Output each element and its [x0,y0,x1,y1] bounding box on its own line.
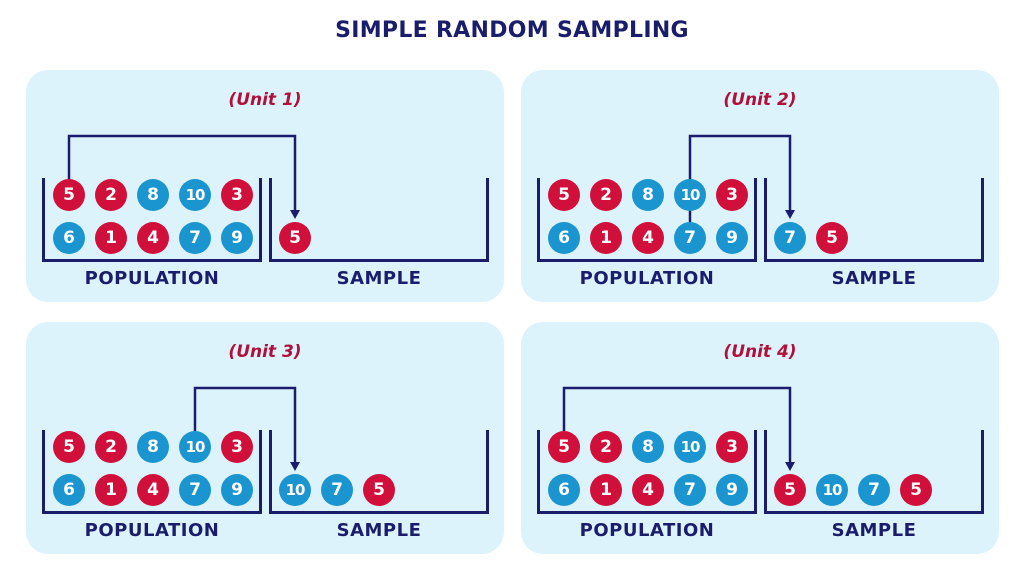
sample-container [269,430,489,514]
population-caption: POPULATION [84,520,220,541]
population-ball: 2 [590,179,622,211]
arrow-head [785,210,795,219]
population-caption: POPULATION [579,268,715,289]
sample-ball: 7 [321,474,353,506]
selection-arrow [193,386,300,471]
population-ball: 2 [590,431,622,463]
population-ball: 5 [53,179,85,211]
unit-label: (Unit 2) [723,90,797,110]
population-container [537,178,757,262]
sample-ball: 5 [363,474,395,506]
sample-ball: 5 [900,474,932,506]
population-ball: 3 [221,179,253,211]
population-ball: 3 [716,431,748,463]
arrow-head [785,462,795,471]
population-ball: 4 [632,474,664,506]
population-ball: 7 [179,222,211,254]
selection-arrow [562,386,795,471]
population-ball: 9 [221,474,253,506]
sample-ball: 7 [858,474,890,506]
population-ball: 7 [179,474,211,506]
population-ball: 3 [716,179,748,211]
selection-arrow [67,134,300,219]
population-ball: 8 [632,431,664,463]
population-ball: 1 [590,474,622,506]
population-ball: 2 [95,179,127,211]
population-ball: 8 [632,179,664,211]
population-ball: 5 [53,431,85,463]
population-ball: 4 [137,222,169,254]
population-ball: 9 [221,222,253,254]
sample-ball: 10 [816,474,848,506]
population-ball: 6 [53,474,85,506]
population-caption: POPULATION [84,268,220,289]
population-ball: 7 [674,222,706,254]
population-ball: 1 [95,474,127,506]
population-ball: 10 [674,431,706,463]
sample-caption: SAMPLE [336,268,422,289]
arrow-head [290,462,300,471]
population-ball: 8 [137,431,169,463]
population-ball: 1 [590,222,622,254]
page-title: SIMPLE RANDOM SAMPLING [335,18,689,43]
population-ball: 6 [53,222,85,254]
population-ball: 6 [548,222,580,254]
sample-ball: 5 [774,474,806,506]
population-ball: 4 [632,222,664,254]
population-ball: 4 [137,474,169,506]
arrow-line [562,386,792,464]
population-ball: 7 [674,474,706,506]
population-ball: 1 [95,222,127,254]
population-ball: 5 [548,431,580,463]
sample-ball: 5 [816,222,848,254]
population-ball: 10 [179,431,211,463]
unit-panel-2: (Unit 2) POPULATION SAMPLE 5 2 8 10 3 6 1 4 7 9 7 5 [521,70,999,302]
population-ball: 8 [137,179,169,211]
sample-caption: SAMPLE [336,520,422,541]
population-ball: 10 [674,179,706,211]
population-container [537,430,757,514]
population-ball: 2 [95,431,127,463]
population-ball: 5 [548,179,580,211]
arrow-head [290,210,300,219]
sample-container [764,430,984,514]
arrow-line [193,386,297,464]
sample-caption: SAMPLE [831,520,917,541]
population-ball: 9 [716,474,748,506]
sample-container [764,178,984,262]
sample-ball: 5 [279,222,311,254]
arrow-line [67,134,297,212]
population-caption: POPULATION [579,520,715,541]
unit-panel-3: (Unit 3) POPULATION SAMPLE 5 2 8 10 3 6 1 4 7 9 10 7 5 [26,322,504,554]
population-ball: 6 [548,474,580,506]
sample-ball: 7 [774,222,806,254]
sample-container [269,178,489,262]
population-ball: 10 [179,179,211,211]
unit-label: (Unit 4) [723,342,797,362]
population-ball: 9 [716,222,748,254]
unit-panel-1: (Unit 1) POPULATION SAMPLE 5 2 8 10 3 6 1 4 7 9 5 [26,70,504,302]
population-container [42,430,262,514]
unit-label: (Unit 3) [228,342,302,362]
population-container [42,178,262,262]
unit-panel-4: (Unit 4) POPULATION SAMPLE 5 2 8 10 3 6 1 4 7 9 5 10 7 5 [521,322,999,554]
unit-label: (Unit 1) [228,90,302,110]
sample-caption: SAMPLE [831,268,917,289]
population-ball: 3 [221,431,253,463]
sample-ball: 10 [279,474,311,506]
